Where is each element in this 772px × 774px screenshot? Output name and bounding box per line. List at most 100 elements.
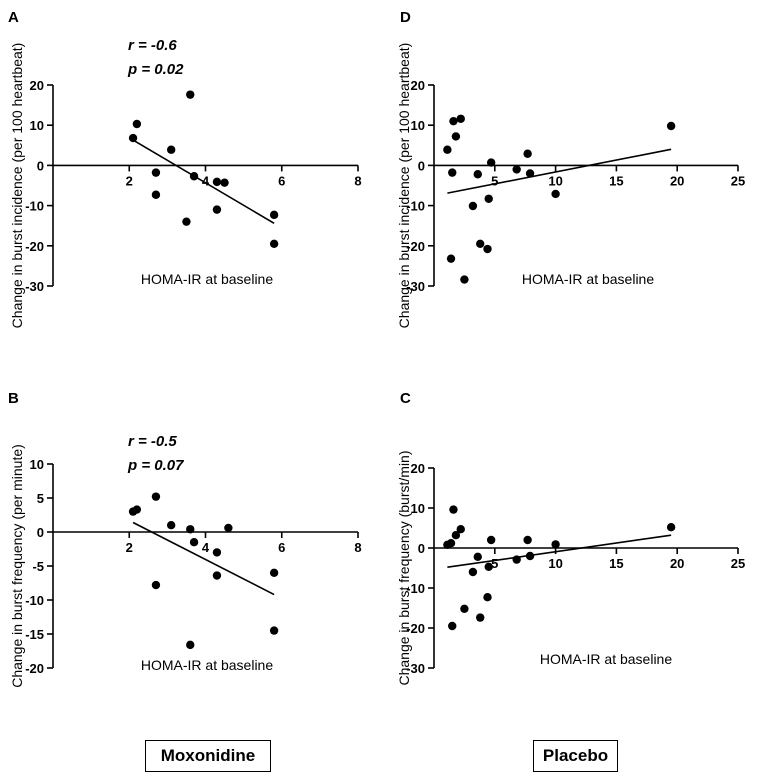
data-point [449, 116, 458, 126]
regression-line [132, 521, 275, 596]
data-point [269, 210, 279, 220]
data-point [224, 523, 233, 533]
stat-p: p = 0.02 [127, 61, 184, 78]
y-tick-label: -30 [25, 279, 44, 294]
data-point [446, 254, 456, 263]
data-point [476, 239, 485, 248]
x-tick-label: 4 [202, 173, 210, 188]
y-tick-label: 10 [30, 457, 44, 472]
x-tick-label: 15 [609, 173, 623, 188]
data-point [456, 525, 465, 534]
data-point [484, 194, 493, 203]
y-tick-label: 20 [30, 78, 44, 93]
data-point [449, 505, 458, 514]
group-label-placebo: Placebo [533, 740, 618, 772]
data-point [269, 239, 279, 248]
data-point [151, 580, 161, 590]
x-tick-label: 20 [670, 173, 684, 188]
y-tick-label: 5 [37, 491, 44, 506]
y-tick-label: 0 [418, 541, 425, 556]
data-point [451, 132, 461, 141]
data-point [446, 539, 456, 548]
x-axis-title: HOMA-IR at baseline [141, 657, 273, 673]
data-point [460, 604, 469, 613]
data-point [525, 551, 535, 561]
panel-label: A [8, 9, 19, 26]
y-tick-label: 10 [411, 501, 425, 516]
data-point [151, 190, 161, 199]
x-tick-label: 25 [731, 556, 745, 571]
x-tick-label: 10 [548, 556, 562, 571]
x-tick-label: 6 [278, 540, 285, 555]
y-tick-label: -30 [406, 279, 425, 294]
y-tick-label: -5 [32, 559, 44, 574]
data-point [551, 540, 560, 549]
panel-c: C -30 -20 -10 0 10 20 5 10 15 20 25 Change in burst … [396, 390, 745, 686]
data-point [483, 244, 492, 254]
data-point [451, 531, 461, 540]
y-tick-label: -10 [25, 593, 44, 608]
data-point [666, 121, 676, 131]
panel-d: D -30 -20 -10 0 10 20 5 10 15 20 25 Change in burst … [396, 9, 745, 328]
data-point [512, 165, 521, 174]
data-point [212, 205, 222, 214]
data-point [476, 613, 485, 622]
data-point [448, 168, 457, 177]
y-tick-label: -10 [406, 199, 425, 214]
x-tick-label: 2 [126, 173, 133, 188]
y-tick-label: 10 [30, 118, 44, 133]
regression-line [132, 139, 275, 224]
data-point [486, 535, 496, 545]
y-tick-label: -20 [406, 239, 425, 254]
data-point [468, 567, 478, 577]
data-point [186, 90, 195, 99]
data-point [151, 492, 161, 501]
data-point [186, 640, 195, 650]
data-point [182, 217, 191, 226]
data-point [523, 535, 532, 545]
y-tick-label: -20 [25, 661, 44, 676]
panel-label: D [400, 9, 411, 26]
x-tick-label: 2 [126, 540, 133, 555]
y-axis-title: Change in burst frequency (burst/min) [396, 451, 412, 686]
data-point [484, 562, 493, 571]
data-point [212, 571, 222, 580]
data-point [456, 114, 465, 123]
panel-label: B [8, 390, 19, 407]
data-point [269, 568, 279, 577]
y-tick-label: -10 [25, 199, 44, 214]
data-point [483, 593, 492, 602]
data-point [189, 538, 199, 547]
data-point [132, 119, 142, 129]
y-axis-title: Change in burst incidence (per 100 heart… [9, 43, 25, 329]
data-point [189, 172, 199, 181]
stat-r: r = -0.6 [128, 37, 177, 54]
data-point [212, 177, 222, 187]
data-point [212, 548, 222, 557]
data-point [666, 523, 676, 532]
regression-line [447, 534, 672, 568]
y-tick-label: 0 [37, 158, 44, 173]
x-tick-label: 25 [731, 173, 745, 188]
y-tick-label: 10 [411, 118, 425, 133]
panel-b: B -20 -15 -10 -5 0 5 10 2 4 6 8 Change in burst freq… [8, 390, 362, 688]
y-tick-label: -20 [25, 239, 44, 254]
x-axis-title: HOMA-IR at baseline [141, 271, 273, 287]
data-point [186, 525, 195, 534]
data-point [473, 552, 482, 561]
data-point [551, 189, 560, 199]
y-tick-label: 20 [411, 78, 425, 93]
x-tick-label: 10 [548, 173, 562, 188]
y-axis-title: Change in burst frequency (per minute) [9, 444, 25, 688]
y-tick-label: -30 [406, 661, 425, 676]
data-point [473, 170, 482, 179]
data-point [523, 149, 532, 158]
stat-r: r = -0.5 [128, 433, 177, 450]
regression-line [447, 148, 672, 194]
data-point [151, 168, 161, 177]
y-tick-label: -10 [406, 581, 425, 596]
group-label-moxonidine: Moxonidine [145, 740, 271, 772]
x-tick-label: 8 [354, 540, 361, 555]
panel-label: C [400, 390, 411, 407]
